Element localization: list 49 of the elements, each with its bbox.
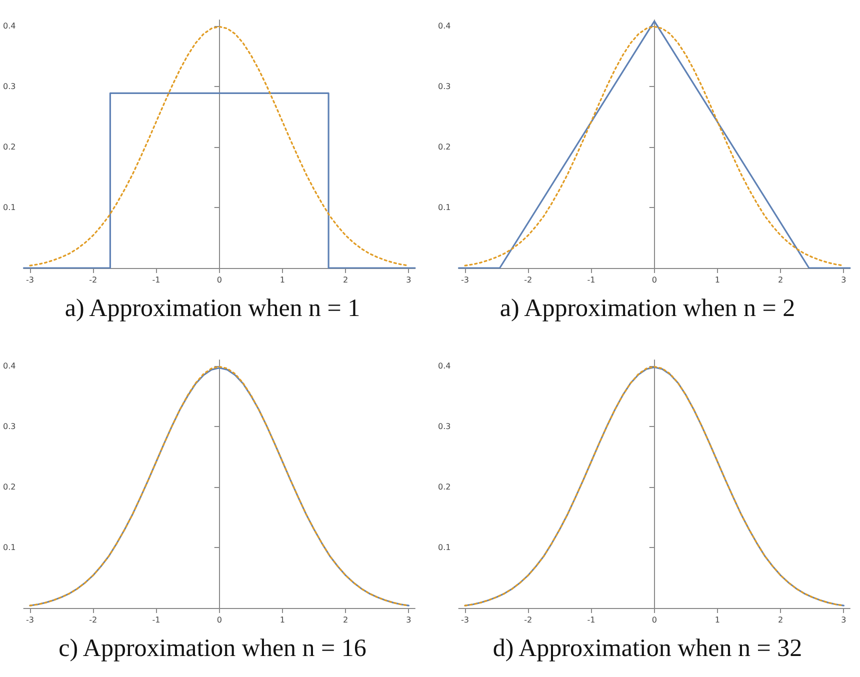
x-tick-label: 0 <box>652 276 657 284</box>
x-tick-label: 3 <box>841 616 846 624</box>
y-tick-label: 0.2 <box>438 482 451 492</box>
x-tick-label: 0 <box>216 276 222 284</box>
text: d) Approximation when n = 32 <box>492 635 802 662</box>
x-tick-label: 2 <box>778 616 784 624</box>
text: c) Approximation when n = 16 <box>58 635 366 662</box>
x-tick-label: 1 <box>280 616 286 624</box>
y-tick-label: 0.1 <box>438 543 451 552</box>
x-tick-label: 1 <box>714 276 720 284</box>
x-tick-label: -2 <box>89 616 98 624</box>
text: a) Approximation when n = 2 <box>500 295 796 322</box>
x-tick-label: 0 <box>216 616 222 624</box>
y-tick-label: 0.3 <box>2 422 16 432</box>
x-tick-label: -1 <box>152 616 160 624</box>
x-tick-label: 2 <box>778 276 784 284</box>
y-tick-label: 0.1 <box>2 543 16 552</box>
y-tick-label: 0.4 <box>2 22 16 31</box>
x-tick-label: 3 <box>841 276 846 284</box>
y-tick-label: 0.4 <box>2 362 16 371</box>
y-tick-label: 0.4 <box>438 362 451 371</box>
x-tick-label: 3 <box>406 276 412 284</box>
text: a) Approximation when n = 1 <box>64 295 360 322</box>
x-tick-label: -1 <box>587 276 596 284</box>
y-tick-label: 0.3 <box>2 82 16 92</box>
x-tick-label: -3 <box>461 616 470 624</box>
y-tick-label: 0.2 <box>2 142 16 152</box>
x-tick-label: 1 <box>714 616 720 624</box>
x-tick-label: -3 <box>26 276 34 284</box>
y-tick-label: 0.1 <box>438 203 451 212</box>
y-tick-label: 0.4 <box>438 22 451 31</box>
x-tick-label: 0 <box>652 616 657 624</box>
x-tick-label: 2 <box>343 276 348 284</box>
x-tick-label: 3 <box>406 616 412 624</box>
x-tick-label: -3 <box>461 276 470 284</box>
x-tick-label: -3 <box>26 616 34 624</box>
y-tick-label: 0.2 <box>2 482 16 492</box>
x-tick-label: -2 <box>89 276 98 284</box>
x-tick-label: 2 <box>343 616 348 624</box>
x-tick-label: -1 <box>152 276 160 284</box>
y-tick-label: 0.3 <box>438 422 451 432</box>
x-tick-label: -2 <box>524 616 532 624</box>
y-tick-label: 0.2 <box>438 142 451 152</box>
x-tick-label: -2 <box>524 276 532 284</box>
y-tick-label: 0.1 <box>2 203 16 212</box>
line-series <box>29 26 410 266</box>
x-tick-label: -1 <box>587 616 596 624</box>
y-tick-label: 0.3 <box>438 82 451 92</box>
x-tick-label: 1 <box>280 276 286 284</box>
